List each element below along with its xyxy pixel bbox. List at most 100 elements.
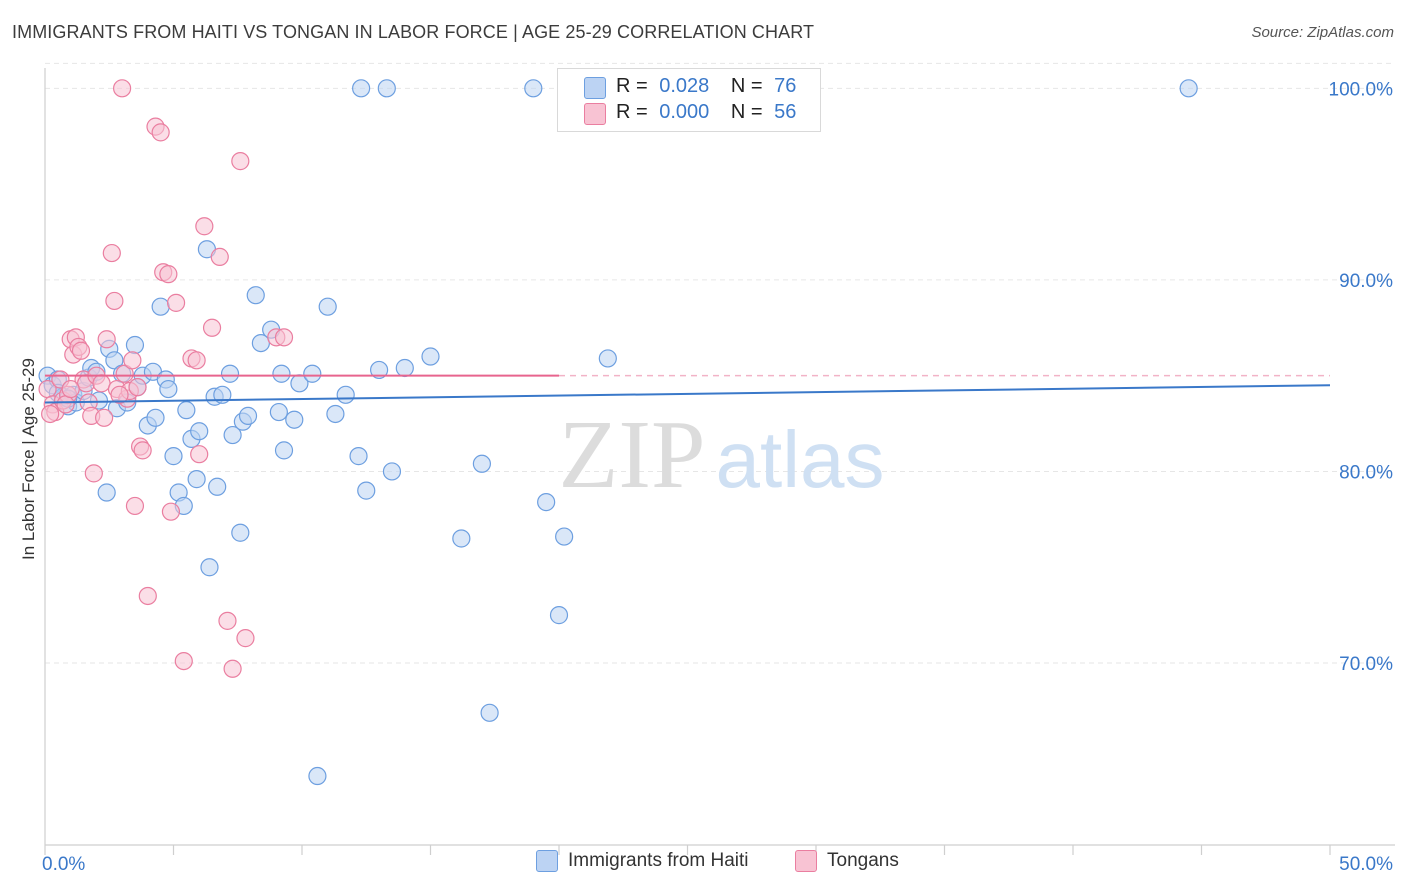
tongans-point — [115, 364, 134, 383]
source-credit: Source: ZipAtlas.com — [1251, 24, 1394, 41]
haiti-point — [308, 766, 327, 786]
stats-legend: R = 0.028 N = 76 R = 0.000 N = 56 — [557, 68, 821, 132]
tongans-legend-label: Tongans — [827, 850, 899, 871]
haiti-point — [524, 79, 543, 98]
haiti-point — [164, 447, 183, 466]
tongans-point — [236, 629, 255, 648]
tongans-point — [97, 330, 116, 349]
haiti-point — [208, 477, 227, 496]
haiti-point — [421, 347, 440, 366]
tongans-point — [112, 79, 132, 98]
n-label: N = — [730, 75, 763, 97]
tongans-swatch — [584, 103, 606, 125]
haiti-point — [177, 401, 196, 420]
haiti-point — [223, 425, 242, 445]
chart-title: IMMIGRANTS FROM HAITI VS TONGAN IN LABOR… — [12, 22, 815, 42]
r-label: R = — [616, 101, 648, 123]
haiti-point — [598, 349, 617, 368]
tongans-r-value: 0.000 — [659, 101, 710, 123]
haiti-point — [357, 481, 376, 500]
n-label: N = — [730, 101, 763, 123]
tongans-point — [187, 351, 206, 370]
tongans-point — [166, 293, 186, 312]
haiti-point — [472, 454, 491, 473]
haiti-r-value: 0.028 — [659, 75, 710, 97]
axes — [44, 68, 1395, 855]
haiti-point — [146, 408, 165, 427]
tongans-point — [105, 291, 124, 311]
tongans-point — [161, 502, 181, 521]
x-tick-label-max: 50.0% — [1339, 854, 1393, 875]
haiti-point — [125, 335, 145, 355]
haiti-point — [238, 406, 258, 425]
haiti-point — [336, 385, 355, 404]
tongans-point — [133, 441, 152, 460]
tongans-point — [125, 496, 145, 516]
y-tick-label: 70.0% — [1339, 654, 1393, 675]
watermark-zip: ZIP — [559, 401, 706, 509]
tongans-n-value: 56 — [774, 101, 797, 123]
haiti-point — [480, 703, 499, 722]
trend-lines — [44, 374, 1331, 404]
haiti-point — [246, 286, 265, 305]
tongans-point — [41, 404, 60, 424]
gridlines — [45, 62, 1395, 664]
tongans-point — [151, 123, 170, 142]
watermark-atlas: atlas — [716, 415, 885, 504]
haiti-point — [274, 441, 294, 460]
tongans-point — [231, 152, 250, 171]
watermark: ZIP atlas — [559, 401, 885, 509]
tongans-point — [61, 379, 80, 399]
haiti-point — [1179, 79, 1198, 98]
haiti-point — [352, 79, 371, 98]
haiti-n-value: 76 — [774, 75, 797, 97]
legend-item-haiti[interactable]: Immigrants from Haiti — [536, 850, 749, 872]
haiti-point — [377, 79, 396, 98]
y-tick-label: 90.0% — [1339, 271, 1393, 292]
haiti-point — [231, 523, 250, 542]
haiti-legend-label: Immigrants from Haiti — [568, 850, 749, 871]
haiti-point — [151, 297, 170, 316]
tongans-point — [56, 395, 75, 414]
tongans-point — [110, 385, 129, 404]
tongans-point — [102, 243, 121, 263]
series-legend: Immigrants from Haiti Tongans — [0, 850, 1406, 878]
tick-labels: 70.0% 80.0% 90.0% 100.0% 0.0% 50.0% — [42, 79, 1393, 875]
haiti-legend-swatch — [536, 850, 558, 872]
tongans-point — [128, 378, 147, 397]
haiti-point — [382, 462, 402, 481]
haiti-point — [269, 402, 288, 422]
tongans-point — [123, 351, 142, 370]
tongans-point — [190, 445, 209, 464]
haiti-point — [549, 606, 569, 625]
tongans-point — [92, 374, 111, 393]
tongans-legend-swatch — [795, 850, 817, 872]
haiti-point — [537, 492, 556, 512]
haiti-point — [395, 358, 414, 378]
tongans-point — [218, 611, 237, 630]
tongans-point — [159, 265, 178, 284]
tongans-point — [202, 318, 222, 337]
haiti-trend-line — [44, 384, 1331, 404]
data-points — [38, 79, 1198, 786]
x-tick-label-min: 0.0% — [42, 854, 85, 875]
haiti-point — [318, 297, 337, 316]
haiti-point — [303, 364, 322, 383]
tongans-point — [174, 651, 193, 671]
tongans-point — [195, 217, 214, 236]
haiti-point — [159, 379, 178, 399]
legend-item-tongans[interactable]: Tongans — [795, 850, 899, 872]
tongans-point — [84, 464, 103, 483]
tongans-point — [210, 247, 229, 266]
haiti-point — [285, 410, 304, 429]
haiti-point — [272, 364, 291, 383]
haiti-point — [452, 529, 471, 548]
r-label: R = — [616, 75, 648, 97]
haiti-point — [200, 558, 219, 577]
haiti-point — [220, 364, 240, 383]
tongans-point — [71, 341, 91, 360]
tongans-point — [274, 328, 294, 347]
tongans-point — [138, 586, 157, 606]
haiti-point — [97, 483, 116, 502]
